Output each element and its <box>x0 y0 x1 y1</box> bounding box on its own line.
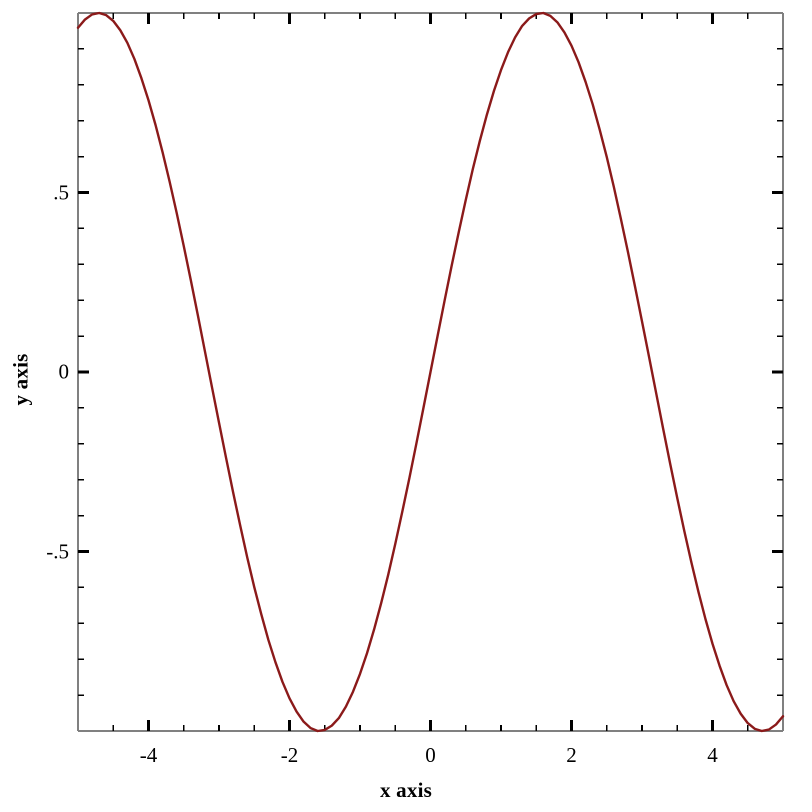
y-tick-label: .5 <box>53 180 69 204</box>
x-tick-label: -4 <box>139 743 158 767</box>
x-axis-title: x axis <box>380 778 432 802</box>
x-tick-label: 2 <box>566 743 577 767</box>
y-tick-label: 0 <box>58 359 70 384</box>
y-axis-title-wrapper: y axis <box>9 0 34 786</box>
x-tick-label: -2 <box>280 743 299 767</box>
x-tick-label: 0 <box>425 743 436 767</box>
y-axis-title: y axis <box>8 353 33 406</box>
x-tick-label: 4 <box>707 743 718 767</box>
y-tick-label: -.5 <box>46 539 69 563</box>
data-series-line <box>76 11 785 733</box>
